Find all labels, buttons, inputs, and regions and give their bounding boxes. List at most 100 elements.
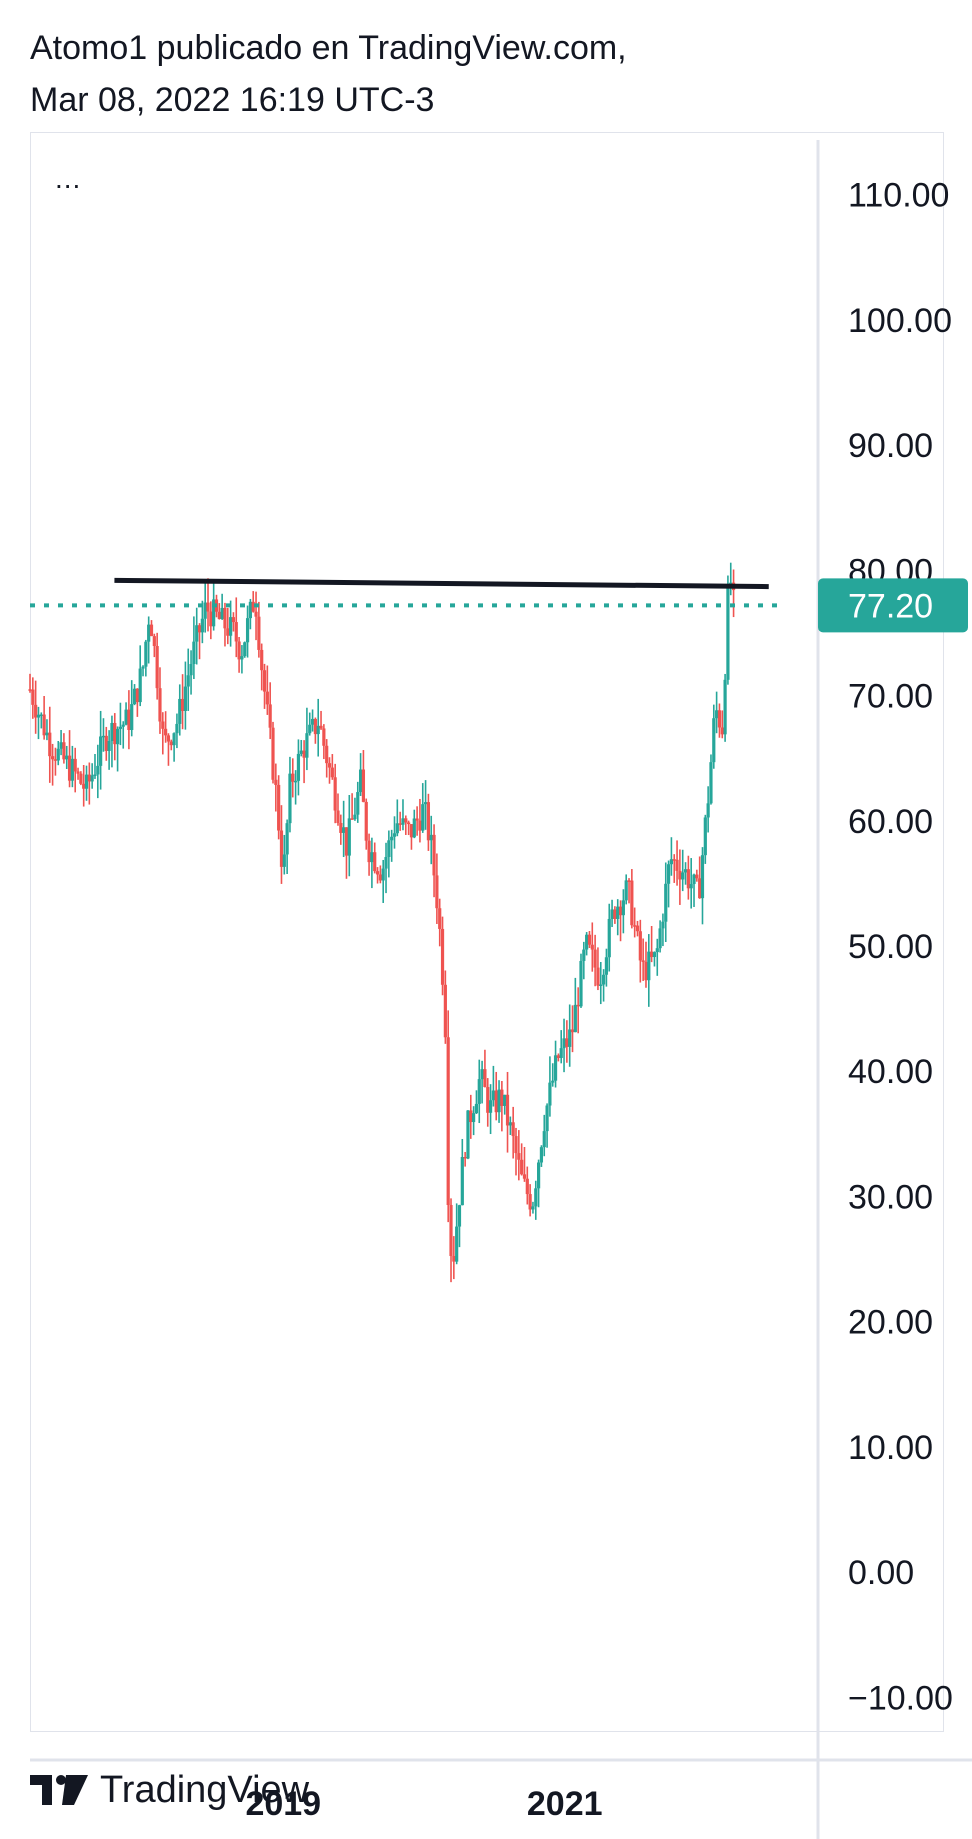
- candle-body: [723, 679, 727, 735]
- candle-body: [189, 664, 193, 676]
- last-price-badge-label: 77.20: [848, 587, 933, 625]
- candle-body: [599, 984, 603, 986]
- candle-body: [101, 735, 106, 738]
- candle-body: [84, 774, 89, 789]
- candle-body: [59, 742, 63, 749]
- time-tick-label: 2019: [245, 1785, 321, 1823]
- candle-body: [446, 1037, 450, 1205]
- time-axis[interactable]: 2019 2021: [245, 1785, 602, 1823]
- candle-body: [435, 875, 439, 909]
- last-price-badge-bg: [818, 578, 968, 633]
- candle-body: [610, 909, 614, 919]
- candle-body: [604, 957, 609, 975]
- candle-body: [698, 878, 702, 899]
- candle-body: [460, 1157, 464, 1206]
- candle-body: [463, 1157, 467, 1159]
- candle-body: [472, 1113, 476, 1123]
- candle-body: [469, 1110, 473, 1123]
- candle-body: [70, 758, 74, 781]
- candle-body: [262, 670, 267, 692]
- price-tick-label: 30.00: [848, 1178, 933, 1216]
- candle-body: [534, 1188, 538, 1207]
- candle-body: [579, 960, 583, 1007]
- candle-body: [520, 1159, 524, 1175]
- candle-body: [477, 1079, 481, 1104]
- chart-borders: [30, 140, 972, 1839]
- candle-body: [681, 872, 685, 880]
- candle-body: [494, 1090, 498, 1113]
- candle-body: [282, 854, 286, 867]
- candle-body: [503, 1094, 507, 1106]
- candle-body: [316, 725, 320, 735]
- candle-body: [401, 818, 405, 825]
- candle-body: [457, 1205, 462, 1227]
- candle-body: [539, 1147, 544, 1163]
- candle-body: [675, 859, 679, 871]
- candle-body: [395, 823, 399, 834]
- trendline[interactable]: [114, 577, 769, 590]
- candle-body: [593, 949, 597, 968]
- candle-body: [522, 1174, 527, 1179]
- price-tick-label: 40.00: [848, 1053, 933, 1091]
- candle-body: [432, 834, 436, 876]
- candle-body: [268, 704, 272, 728]
- candle-body: [180, 698, 185, 711]
- candle-body: [686, 869, 690, 889]
- candle-body: [291, 773, 295, 782]
- candle-body: [203, 602, 207, 619]
- candle-body: [551, 1080, 555, 1083]
- brand-footer[interactable]: TradingView: [30, 1768, 309, 1812]
- candle-body: [310, 718, 315, 725]
- candle-body: [197, 625, 202, 633]
- candle-body: [234, 622, 238, 642]
- candle-body: [585, 934, 589, 950]
- candle-body: [347, 818, 351, 856]
- candle-body: [141, 666, 145, 669]
- candle-body: [607, 918, 611, 958]
- candle-body: [624, 880, 628, 901]
- candle-body: [655, 948, 659, 953]
- candle-body: [548, 1082, 552, 1106]
- candle-body: [28, 689, 32, 691]
- candle-body: [257, 616, 261, 650]
- candle-body: [42, 714, 46, 736]
- candle-body: [302, 750, 306, 758]
- candle-body: [209, 611, 213, 627]
- candle-body: [166, 735, 171, 742]
- last-price-badge: 77.20: [818, 578, 968, 633]
- chart-menu-button[interactable]: ...: [55, 163, 82, 194]
- candle-body: [73, 758, 77, 772]
- candle-body: [274, 779, 278, 785]
- candle-body: [601, 974, 606, 985]
- candle-body: [254, 611, 258, 617]
- candle-body: [712, 718, 716, 763]
- price-tick-label: 90.00: [848, 427, 933, 465]
- candle-body: [56, 748, 60, 761]
- candle-body: [666, 864, 671, 884]
- candle-body: [53, 759, 58, 761]
- candle-body: [288, 773, 292, 824]
- candle-body: [440, 928, 445, 985]
- candle-body: [265, 691, 269, 705]
- candle-body: [621, 900, 625, 916]
- candle-body: [333, 777, 337, 811]
- candle-body: [192, 641, 196, 665]
- timestamp-line: Mar 08, 2022 16:19 UTC-3: [30, 81, 435, 119]
- candle-body: [277, 784, 281, 831]
- price-axis[interactable]: 110.00100.0090.0080.0070.0060.0050.0040.…: [848, 177, 953, 1718]
- candle-body: [322, 728, 326, 746]
- candle-body: [319, 725, 323, 729]
- candle-body: [553, 1055, 558, 1081]
- candle-body: [223, 607, 227, 629]
- candle-body: [90, 775, 94, 782]
- candle-body: [115, 728, 120, 745]
- candle-body: [248, 601, 252, 619]
- tradingview-logo-icon: [30, 1775, 88, 1805]
- candle-body: [398, 823, 402, 825]
- candle-body: [39, 714, 43, 717]
- candle-body: [240, 656, 244, 660]
- price-tick-label: 70.00: [848, 678, 933, 716]
- candle-body: [330, 767, 334, 778]
- candle-body: [650, 951, 654, 958]
